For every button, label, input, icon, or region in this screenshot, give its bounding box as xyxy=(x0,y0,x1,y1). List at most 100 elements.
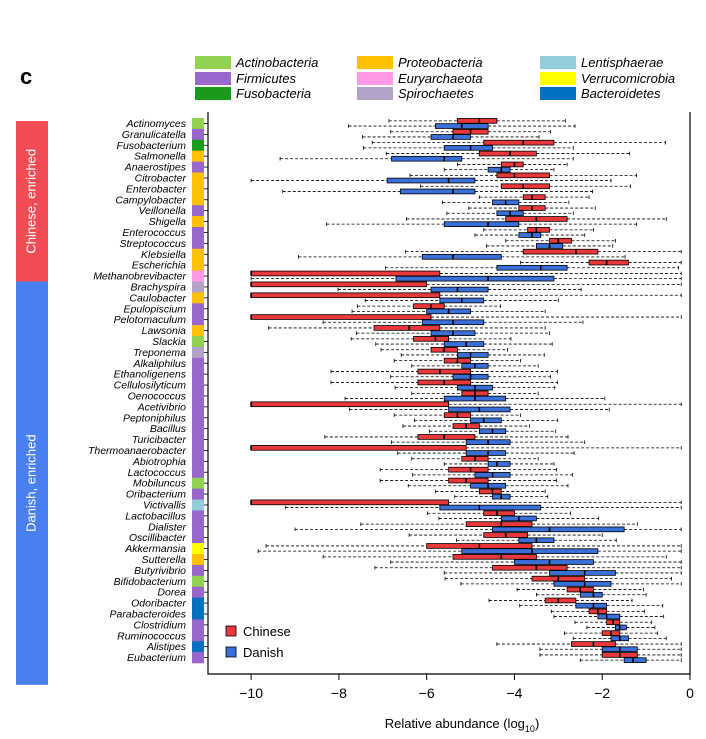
chinese-iqr xyxy=(522,194,546,200)
genus-label: Actinomyces xyxy=(125,118,186,130)
box-legend-swatch xyxy=(225,646,237,658)
x-axis-label-tail: ) xyxy=(535,716,539,731)
danish-box xyxy=(326,221,637,227)
danish-box xyxy=(375,341,553,347)
plot-area xyxy=(207,112,691,675)
chinese-iqr xyxy=(250,314,432,320)
phylum-legend-swatch xyxy=(195,72,231,85)
box-legend-label: Chinese xyxy=(243,624,291,639)
danish-box xyxy=(442,199,570,206)
chinese-box xyxy=(496,641,682,647)
x-tick-label: −10 xyxy=(239,685,263,701)
phylum-legend-swatch xyxy=(540,72,576,85)
phylum-legend-swatch xyxy=(357,56,393,69)
chinese-iqr xyxy=(417,368,471,375)
chinese-iqr xyxy=(250,292,441,299)
chinese-box xyxy=(268,325,546,331)
phylum-strip-cell xyxy=(192,248,204,260)
chinese-box xyxy=(324,434,569,440)
chinese-box xyxy=(456,161,568,168)
chinese-iqr xyxy=(250,445,467,451)
genus-label: Thermoanaerobacter xyxy=(88,445,187,457)
danish-box xyxy=(485,243,614,249)
genus-label: Enterococcus xyxy=(122,227,186,239)
phylum-strip-cell xyxy=(192,161,204,173)
phylum-strip-cell xyxy=(192,237,204,250)
genus-label: Lactobacillus xyxy=(125,510,186,522)
genus-label: Ethanoligenens xyxy=(114,369,187,381)
chinese-iqr xyxy=(500,183,550,190)
genus-labels: ActinomycesGranulicatellaFusobacteriumSa… xyxy=(88,118,187,664)
phylum-strip-cell xyxy=(192,118,204,130)
danish-box xyxy=(454,493,549,500)
genus-label: Oribacterium xyxy=(126,489,186,501)
genus-label: Eubacterium xyxy=(127,652,186,664)
genus-label: Oenococcus xyxy=(128,390,187,402)
phylum-strip-cell xyxy=(192,379,204,391)
chinese-box xyxy=(250,281,682,288)
chinese-box xyxy=(420,183,631,190)
chinese-box xyxy=(390,128,551,135)
x-tick-label: −8 xyxy=(331,685,347,701)
chinese-iqr xyxy=(456,118,498,124)
danish-box xyxy=(391,439,586,445)
chinese-iqr xyxy=(478,488,502,495)
box-legend-swatch xyxy=(225,625,237,637)
x-axis: −10 −8 −6 −4 −2 0 xyxy=(239,674,694,701)
chinese-iqr xyxy=(452,554,537,560)
genus-label: Streptococcus xyxy=(119,238,186,250)
genus-label: Odoribacter xyxy=(131,598,186,610)
phylum-strip-cell xyxy=(192,303,204,315)
danish-iqr xyxy=(492,526,625,533)
chinese-box xyxy=(550,608,645,615)
chinese-box xyxy=(478,194,590,200)
danish-iqr xyxy=(614,624,627,631)
chinese-box xyxy=(488,597,633,604)
phylum-strip-cell xyxy=(192,412,204,424)
danish-box xyxy=(363,145,574,151)
danish-iqr xyxy=(391,155,463,162)
chinese-iqr xyxy=(373,325,441,331)
danish-iqr xyxy=(443,145,493,151)
genus-label: Campylobacter xyxy=(115,194,186,206)
chinese-box xyxy=(250,270,682,277)
danish-box xyxy=(460,581,682,587)
box-legend-label: Danish xyxy=(243,645,283,660)
phylum-strip-cell xyxy=(192,205,204,217)
phylum-strip-cell xyxy=(192,194,204,206)
phylum-strip-cell xyxy=(192,139,204,151)
danish-box xyxy=(411,363,539,369)
phylum-strip-cell xyxy=(192,608,204,620)
danish-box xyxy=(344,395,606,402)
chinese-box xyxy=(402,423,530,429)
phylum-strip xyxy=(192,118,208,664)
chinese-box xyxy=(483,227,594,233)
danish-box xyxy=(443,166,555,173)
chinese-box xyxy=(330,368,558,375)
danish-iqr xyxy=(553,581,612,587)
danish-box xyxy=(443,461,555,467)
chinese-iqr xyxy=(417,434,476,440)
danish-iqr xyxy=(623,657,647,663)
genus-label: Pelotomaculum xyxy=(114,314,187,326)
phylum-strip-cell xyxy=(192,281,204,293)
phylum-strip-cell xyxy=(192,575,204,587)
chinese-box xyxy=(516,586,644,593)
danish-box xyxy=(446,210,574,217)
genus-label: Alkaliphilus xyxy=(132,358,186,370)
danish-box xyxy=(349,406,610,413)
phylum-strip-cell xyxy=(192,357,204,369)
chinese-box xyxy=(250,401,682,408)
genus-label: Akkermansia xyxy=(124,543,186,555)
danish-box xyxy=(407,482,569,489)
chinese-box xyxy=(250,445,682,451)
genus-label: Epulopiscium xyxy=(124,303,187,315)
phylum-legend-label: Euryarchaeota xyxy=(398,71,483,86)
danish-iqr xyxy=(456,352,489,358)
phylum-strip-cell xyxy=(192,292,204,304)
chinese-iqr xyxy=(413,303,445,309)
chinese-box xyxy=(435,488,546,495)
chinese-iqr xyxy=(465,521,533,527)
phylum-strip-cell xyxy=(192,325,204,337)
x-axis-label: Relative abundance (log10) xyxy=(385,716,540,734)
